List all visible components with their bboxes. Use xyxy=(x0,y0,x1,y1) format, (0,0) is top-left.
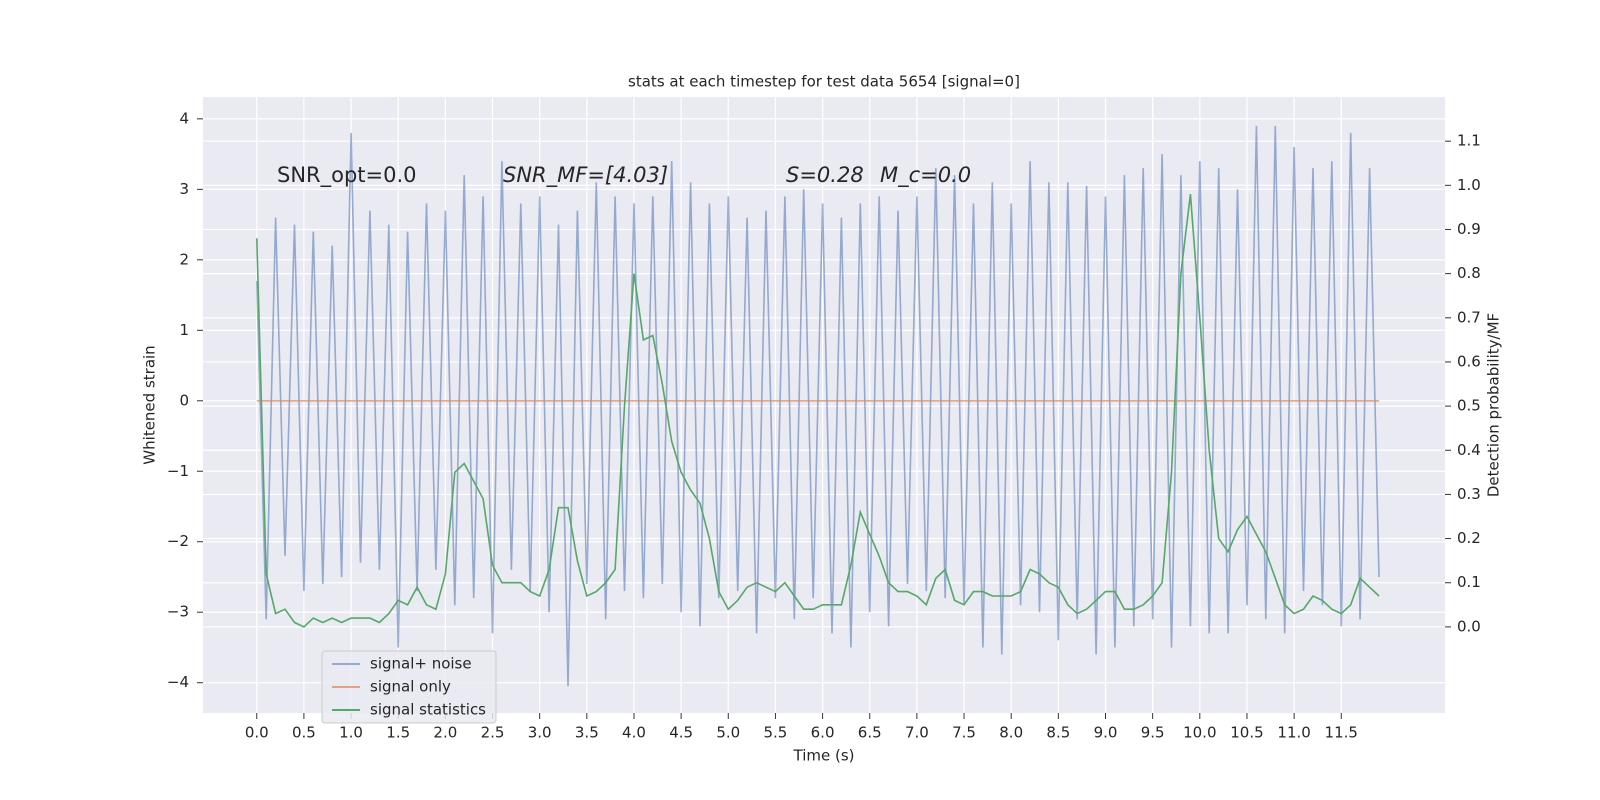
x-tick-label: 11.5 xyxy=(1325,724,1358,742)
x-tick-label: 8.0 xyxy=(999,724,1023,742)
x-tick-label: 3.0 xyxy=(528,724,552,742)
x-tick-label: 6.0 xyxy=(811,724,835,742)
x-tick-label: 10.0 xyxy=(1183,724,1216,742)
x-axis-label: Time (s) xyxy=(793,747,855,765)
y2-tick-label: 0.9 xyxy=(1457,220,1481,238)
chart-title: stats at each timestep for test data 565… xyxy=(628,73,1020,91)
y2-tick-label: 0.5 xyxy=(1457,397,1481,415)
x-tick-label: 5.0 xyxy=(716,724,740,742)
y-tick-label: 4 xyxy=(179,109,189,127)
y2-tick-label: 0.8 xyxy=(1457,264,1481,282)
x-tick-label: 9.5 xyxy=(1141,724,1165,742)
x-tick-label: 6.5 xyxy=(858,724,882,742)
x-tick-label: 1.0 xyxy=(339,724,363,742)
y2-tick-label: 0.4 xyxy=(1457,441,1481,459)
annotation: M_c=0.0 xyxy=(880,163,971,188)
annotation: SNR_MF=[4.03] xyxy=(503,163,668,188)
axes: 0.0 0.5 1.0 1.5 2.0 2.5 3.0 3.5 4.0 4.5 5.0 5.5 6.0 6… xyxy=(167,109,1481,741)
x-tick-label: 0.5 xyxy=(292,724,316,742)
x-tick-label: 4.5 xyxy=(669,724,693,742)
y2-tick-label: 0.1 xyxy=(1457,573,1481,591)
annotation: S=0.28 xyxy=(786,163,864,187)
x-tick-label: 11.0 xyxy=(1277,724,1310,742)
y2-tick-label: 1.0 xyxy=(1457,176,1481,194)
y-tick-label: −3 xyxy=(167,603,189,621)
x-tick-label: 5.5 xyxy=(764,724,788,742)
legend-box xyxy=(321,650,497,724)
x-tick-label: 9.0 xyxy=(1094,724,1118,742)
x-tick-label: 7.0 xyxy=(905,724,929,742)
x-tick-label: 7.5 xyxy=(952,724,976,742)
y-tick-label: −4 xyxy=(167,673,189,691)
y-tick-label: −1 xyxy=(167,462,189,480)
x-tick-label: 8.5 xyxy=(1046,724,1070,742)
y-tick-label: 2 xyxy=(179,250,189,268)
legend-label: signal+ noise xyxy=(370,655,472,673)
x-tick-label: 0.0 xyxy=(245,724,269,742)
x-tick-label: 10.5 xyxy=(1230,724,1263,742)
y-tick-label: −2 xyxy=(167,532,189,550)
x-tick-label: 2.5 xyxy=(481,724,505,742)
legend-label: signal statistics xyxy=(370,701,486,719)
x-tick-label: 3.5 xyxy=(575,724,599,742)
y2-tick-label: 0.2 xyxy=(1457,529,1481,547)
y-tick-label: 0 xyxy=(179,391,189,409)
y-axis-label: Whitened strain xyxy=(141,345,159,464)
y2-axis-label: Detection probability/MF xyxy=(1485,313,1503,497)
y-tick-label: 3 xyxy=(179,180,189,198)
y2-tick-label: 0.7 xyxy=(1457,308,1481,326)
y2-tick-label: 1.1 xyxy=(1457,132,1481,150)
y-tick-label: 1 xyxy=(179,321,189,339)
annotation: SNR_opt=0.0 xyxy=(277,163,417,188)
x-tick-label: 1.5 xyxy=(386,724,410,742)
y2-tick-label: 0.0 xyxy=(1457,617,1481,635)
legend: signal+ noise signal only signal statistic… xyxy=(321,650,497,724)
x-tick-label: 2.0 xyxy=(433,724,457,742)
series-line xyxy=(256,194,1380,628)
marks xyxy=(256,125,1380,687)
legend-label: signal only xyxy=(370,678,451,696)
y2-tick-label: 0.6 xyxy=(1457,352,1481,370)
y2-tick-label: 0.3 xyxy=(1457,485,1481,503)
x-tick-label: 4.0 xyxy=(622,724,646,742)
